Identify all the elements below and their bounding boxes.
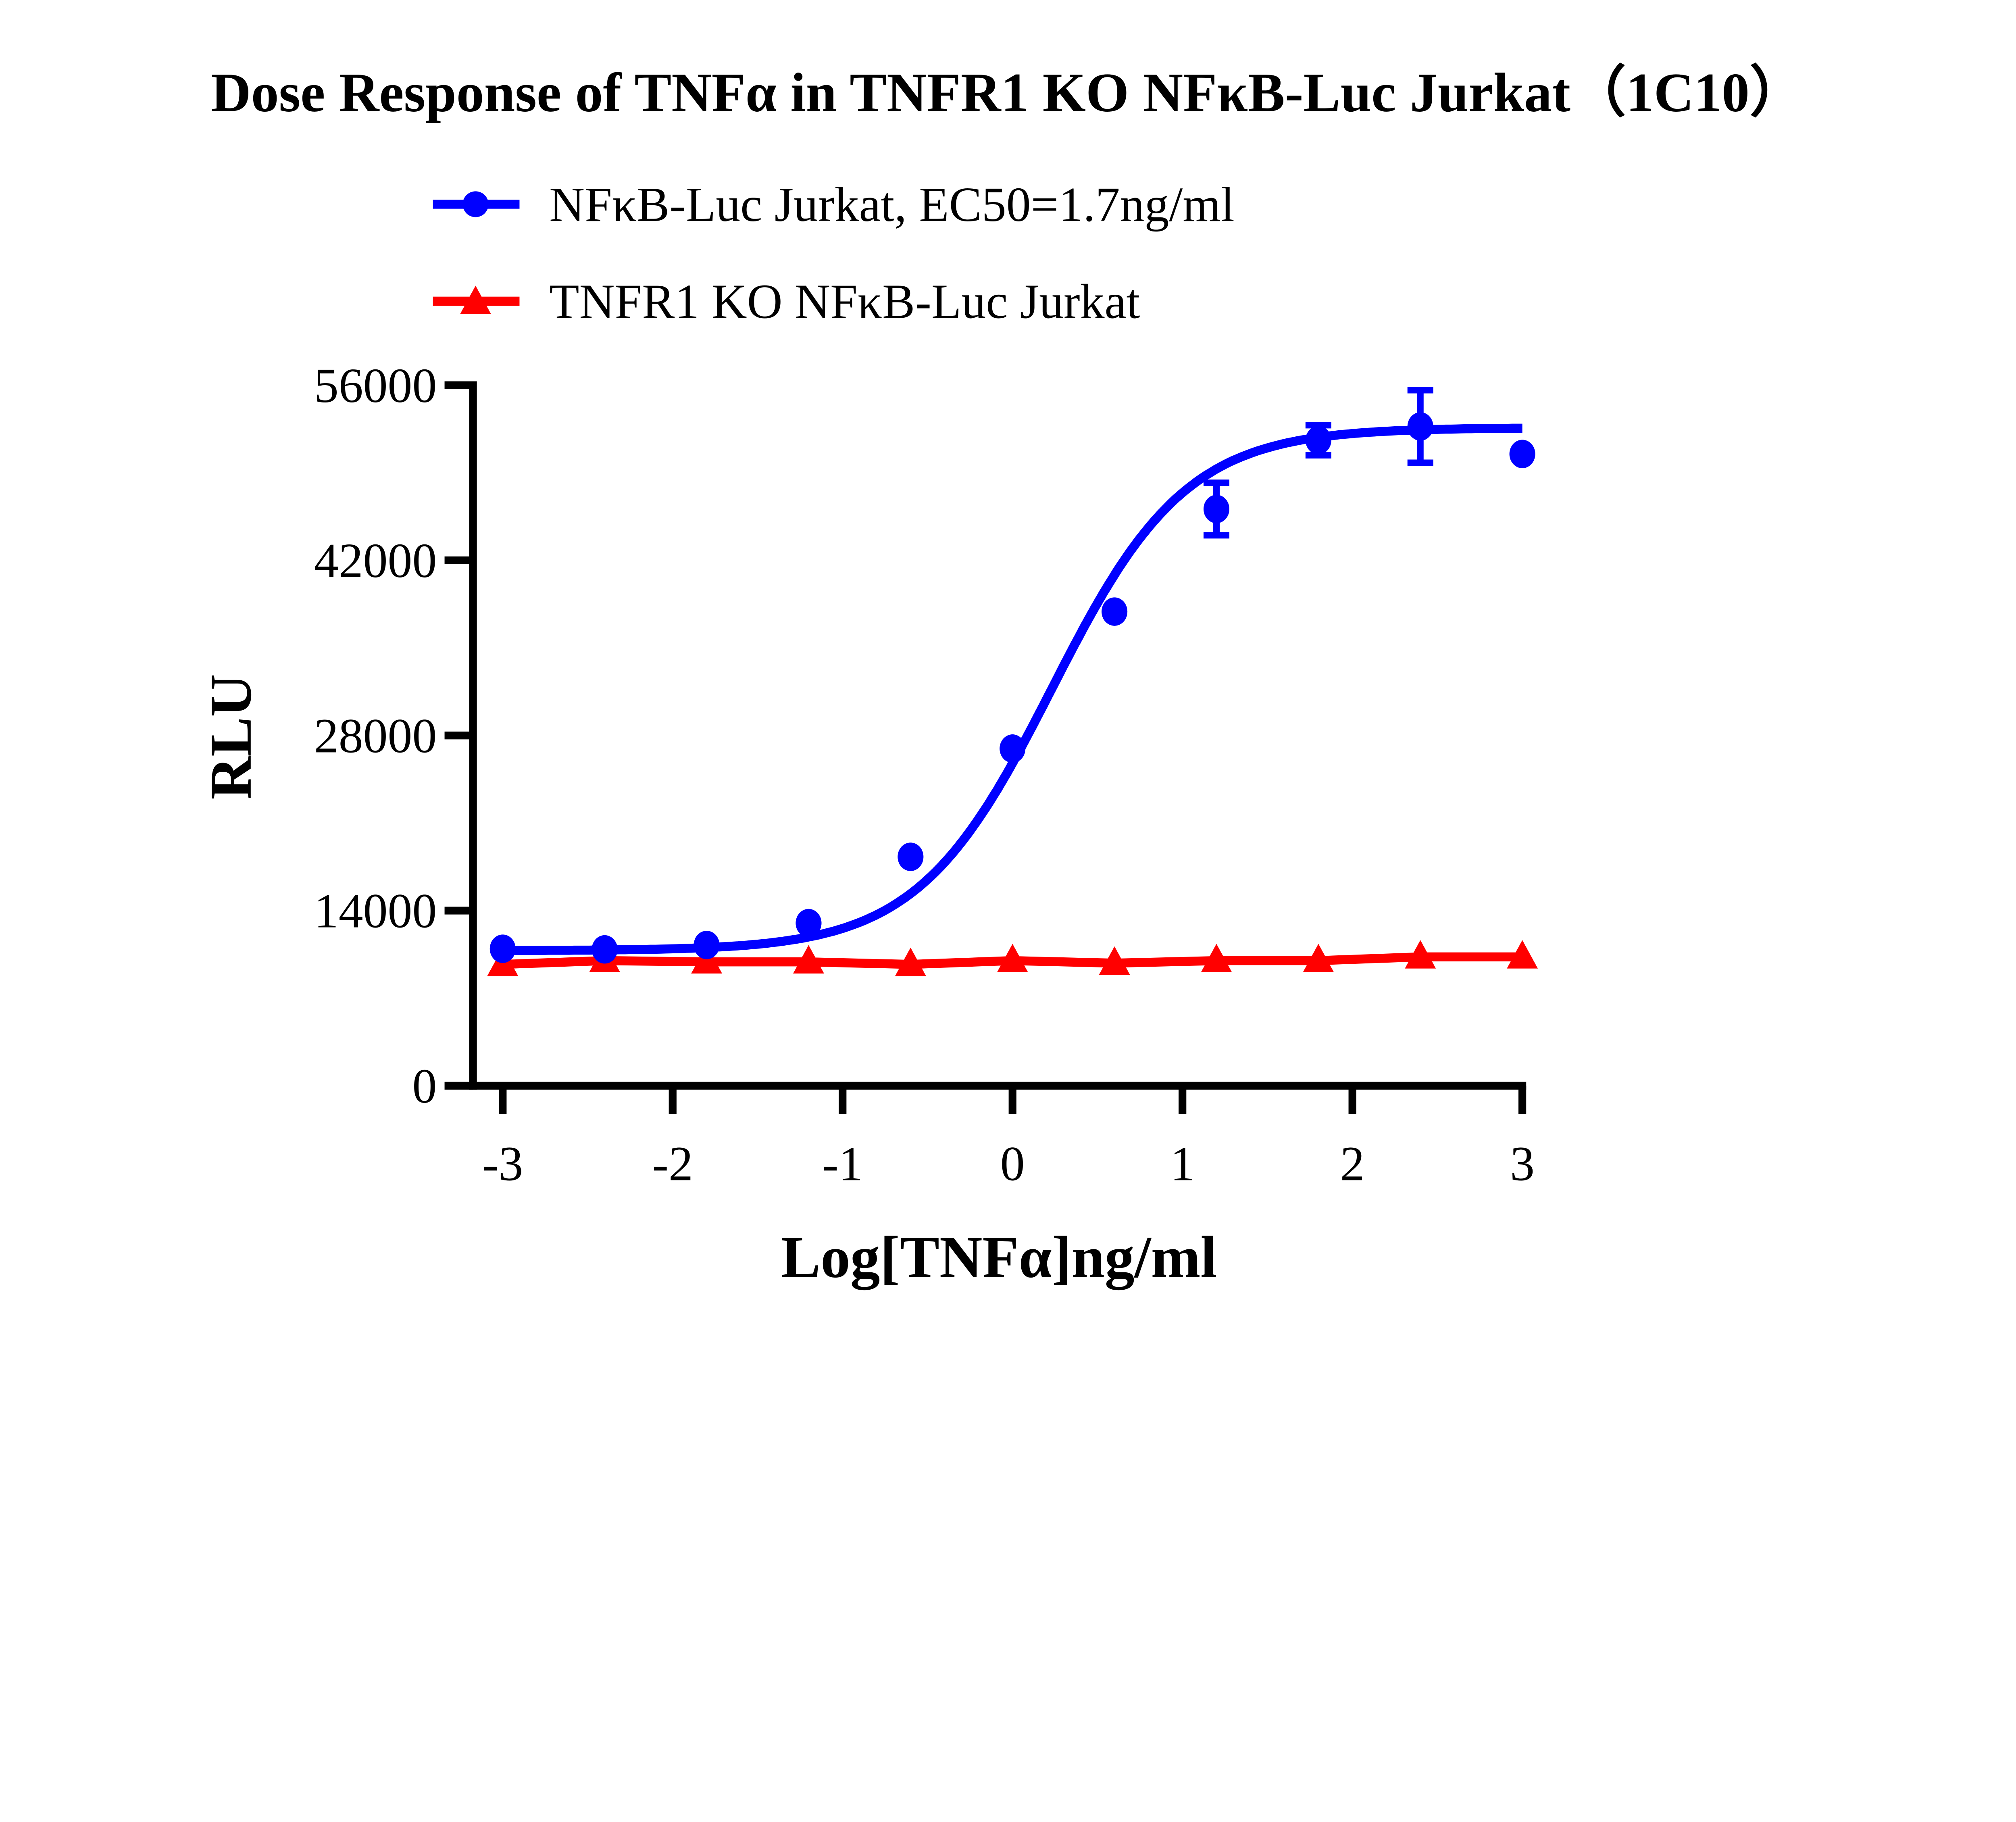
x-tick-label: 3 bbox=[1510, 1136, 1535, 1191]
plot-marks bbox=[487, 387, 1538, 976]
data-point-tnfr1-ko bbox=[997, 944, 1028, 972]
legend-label-1: TNFR1 KO NFκB-Luc Jurkat bbox=[549, 274, 1140, 329]
y-tick-label: 28000 bbox=[314, 709, 437, 763]
legend-item-0: NFκB-Luc Jurkat, EC50=1.7ng/ml bbox=[433, 177, 1235, 232]
x-tick-label: -2 bbox=[652, 1136, 693, 1191]
x-tick-label: -1 bbox=[822, 1136, 863, 1191]
data-point-nfkb-luc bbox=[898, 842, 924, 871]
data-point-nfkb-luc bbox=[694, 931, 720, 959]
data-point-nfkb-luc bbox=[1305, 426, 1331, 454]
y-tick-label: 42000 bbox=[314, 534, 437, 588]
data-point-nfkb-luc bbox=[796, 909, 822, 938]
data-point-nfkb-luc bbox=[1407, 412, 1433, 441]
data-point-tnfr1-ko bbox=[1201, 944, 1232, 972]
data-point-nfkb-luc bbox=[1203, 494, 1230, 523]
data-point-nfkb-luc bbox=[591, 935, 618, 964]
legend-marker-circle bbox=[462, 191, 489, 217]
data-point-nfkb-luc bbox=[489, 934, 516, 963]
data-point-tnfr1-ko bbox=[793, 945, 824, 974]
data-point-tnfr1-ko bbox=[1405, 940, 1436, 969]
x-tick-label: 2 bbox=[1340, 1136, 1365, 1191]
legend-marker-triangle bbox=[460, 286, 491, 314]
legend-label-0: NFκB-Luc Jurkat, EC50=1.7ng/ml bbox=[549, 177, 1235, 232]
chart-title: Dose Response of TNFα in TNFR1 KO NFκB-L… bbox=[211, 62, 1805, 123]
legend: NFκB-Luc Jurkat, EC50=1.7ng/ml TNFR1 KO … bbox=[433, 177, 1235, 329]
x-tick-label: 1 bbox=[1170, 1136, 1195, 1191]
x-tick-label: -3 bbox=[482, 1136, 523, 1191]
data-point-tnfr1-ko bbox=[895, 947, 926, 976]
data-point-tnfr1-ko bbox=[1507, 940, 1538, 969]
chart: Dose Response of TNFα in TNFR1 KO NFκB-L… bbox=[198, 62, 1805, 1290]
y-tick-label: 0 bbox=[412, 1059, 437, 1113]
legend-item-1: TNFR1 KO NFκB-Luc Jurkat bbox=[433, 274, 1140, 329]
fit-curve-nfkb-luc bbox=[502, 423, 1522, 955]
data-point-nfkb-luc bbox=[1102, 597, 1128, 626]
y-tick-label: 14000 bbox=[314, 884, 437, 938]
x-axis-label: Log[TNFα]ng/ml bbox=[781, 1224, 1217, 1290]
y-axis-label: RLU bbox=[198, 674, 264, 799]
y-tick-label: 56000 bbox=[314, 359, 437, 413]
data-point-tnfr1-ko bbox=[1303, 944, 1334, 972]
axes: 0 14000 28000 42000 56000 -3 -2 -1 0 1 2 3 bbox=[314, 359, 1535, 1191]
data-point-nfkb-luc bbox=[1509, 440, 1535, 468]
data-point-nfkb-luc bbox=[1000, 734, 1026, 763]
data-point-tnfr1-ko bbox=[691, 945, 723, 974]
x-tick-label: 0 bbox=[1000, 1136, 1025, 1191]
data-point-tnfr1-ko bbox=[1099, 946, 1130, 975]
